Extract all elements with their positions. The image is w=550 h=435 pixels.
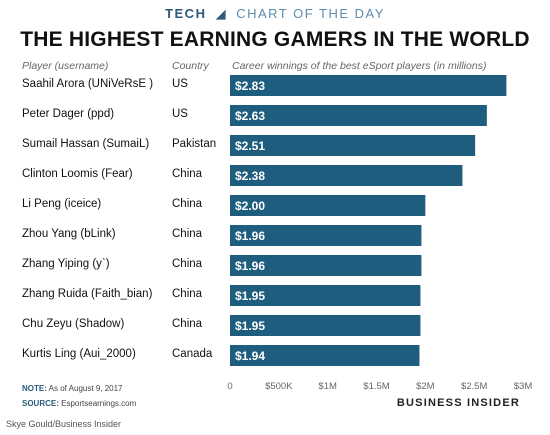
bar-value-label: $1.95 (235, 319, 265, 333)
bar-value-label: $2.38 (235, 169, 265, 183)
country-label: China (172, 228, 203, 240)
country-label: China (172, 258, 203, 270)
source-note: SOURCE: Esportsearnings.com (22, 399, 136, 408)
country-label: US (172, 78, 188, 90)
bar-value-label: $1.96 (235, 259, 265, 273)
x-tick-label: $2.5M (461, 381, 487, 392)
bar (230, 225, 422, 246)
country-label: China (172, 168, 203, 180)
x-tick-label: 0 (227, 381, 232, 392)
bar (230, 135, 476, 156)
player-label: Peter Dager (ppd) (22, 108, 115, 120)
x-tick-label: $2M (416, 381, 435, 392)
bar (230, 315, 421, 336)
bar (230, 285, 421, 306)
bar-value-label: $2.00 (235, 199, 265, 213)
bar (230, 255, 422, 276)
player-label: Zhang Ruida (Faith_bian) (22, 288, 153, 300)
brand-tech: TECH (165, 6, 207, 21)
bar-value-label: $1.96 (235, 229, 265, 243)
source-text: Esportsearnings.com (61, 399, 137, 408)
header-country: Country (172, 60, 209, 72)
player-label: Kurtis Ling (Aui_2000) (22, 348, 136, 360)
bar (230, 165, 463, 186)
x-tick-label: $3M (514, 381, 533, 392)
publisher-logo: BUSINESS INSIDER (396, 397, 520, 409)
brand-separator-icon: ◢ (215, 6, 228, 21)
image-credit: Skye Gould/Business Insider (6, 419, 122, 429)
bar-value-label: $1.94 (235, 349, 265, 363)
chart-title: THE HIGHEST EARNING GAMERS IN THE WORLD (20, 28, 530, 51)
bar-value-label: $2.83 (235, 79, 265, 93)
country-label: US (172, 108, 188, 120)
player-label: Zhang Yiping (y`) (22, 258, 110, 270)
x-tick-label: $500K (265, 381, 293, 392)
bar (230, 75, 507, 96)
note: NOTE: As of August 9, 2017 (22, 384, 123, 393)
player-label: Clinton Loomis (Fear) (22, 168, 133, 180)
brand-chart-of-day: CHART OF THE DAY (236, 6, 385, 21)
bar-value-label: $1.95 (235, 289, 265, 303)
player-label: Li Peng (iceice) (22, 198, 102, 210)
note-text: As of August 9, 2017 (48, 384, 123, 393)
country-label: China (172, 198, 203, 210)
country-label: China (172, 288, 203, 300)
bar-value-label: $2.51 (235, 139, 265, 153)
note-label: NOTE: (22, 384, 47, 393)
country-label: China (172, 318, 203, 330)
x-tick-label: $1M (318, 381, 337, 392)
country-label: Canada (172, 348, 213, 360)
player-label: Zhou Yang (bLink) (22, 228, 116, 240)
brand-header: TECH ◢ CHART OF THE DAY (0, 6, 550, 22)
country-label: Pakistan (172, 138, 217, 150)
player-label: Sumail Hassan (SumaiL) (22, 138, 150, 150)
player-label: Chu Zeyu (Shadow) (22, 318, 125, 330)
bar (230, 345, 420, 366)
source-label: SOURCE: (22, 399, 59, 408)
header-player: Player (username) (22, 60, 109, 72)
bar-value-label: $2.63 (235, 109, 265, 123)
header-value: Career winnings of the best eSport playe… (232, 60, 487, 72)
bar (230, 195, 426, 216)
x-tick-label: $1.5M (363, 381, 389, 392)
player-label: Saahil Arora (UNiVeRsE ) (22, 78, 154, 90)
bar (230, 105, 487, 126)
